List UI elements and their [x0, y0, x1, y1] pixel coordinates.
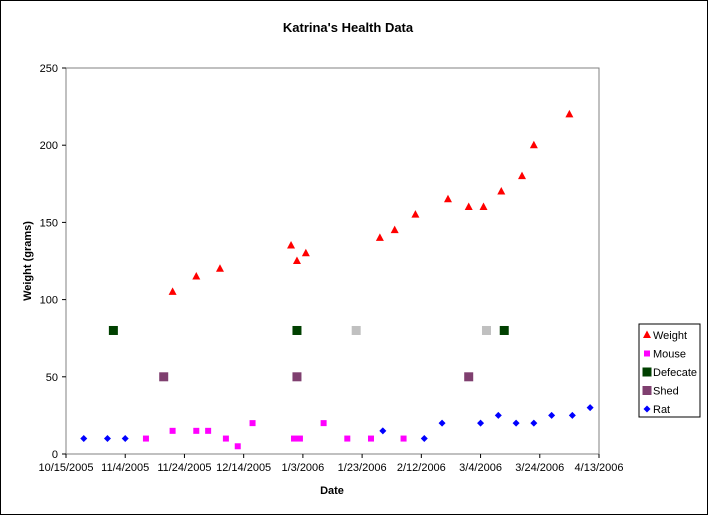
x-tick-label: 1/23/2006: [338, 462, 387, 474]
x-tick-label: 10/15/2005: [38, 462, 93, 474]
mouse-point: [249, 420, 256, 427]
weight-point: [287, 241, 296, 249]
weight-point: [292, 256, 301, 264]
y-tick-label: 250: [40, 63, 58, 75]
y-axis-title: Weight (grams): [22, 221, 34, 301]
weight-point: [479, 202, 488, 210]
data-marks: [80, 109, 594, 450]
defecate-point: [499, 325, 509, 335]
mouse-point: [169, 427, 176, 434]
rat-point: [494, 411, 502, 419]
y-tick-label: 50: [46, 372, 58, 384]
legend-label-weight: Weight: [653, 330, 687, 342]
defecate-point: [108, 325, 118, 335]
weight-point: [529, 140, 538, 149]
x-tick-label: 3/4/2006: [459, 462, 502, 474]
mouse-point: [400, 435, 407, 442]
weight-point: [390, 225, 399, 234]
plot-area: [65, 67, 600, 455]
y-tick-label: 150: [40, 217, 58, 229]
rat-point: [420, 435, 428, 443]
unlabeled-point: [481, 325, 491, 335]
x-tick-label: 3/24/2006: [515, 462, 564, 474]
legend-marker-rat: [643, 405, 651, 413]
legend-label-rat: Rat: [653, 404, 670, 416]
legend-label-defecate: Defecate: [653, 367, 697, 379]
x-tick-label: 4/13/2006: [575, 462, 624, 474]
rat-point: [586, 404, 594, 412]
rat-point: [512, 419, 520, 427]
weight-point: [411, 210, 420, 218]
rat-point: [80, 435, 88, 443]
weight-point: [168, 287, 177, 295]
rat-point: [568, 411, 576, 419]
mouse-point: [367, 435, 374, 442]
y-tick-label: 200: [40, 140, 58, 152]
y-tick-label: 100: [40, 295, 58, 307]
x-tick-label: 11/4/2005: [101, 462, 149, 474]
mouse-point: [234, 443, 241, 450]
mouse-point: [320, 420, 327, 427]
rat-point: [121, 435, 129, 443]
weight-point: [215, 264, 224, 272]
weight-point: [565, 109, 574, 118]
x-tick-label: 2/12/2006: [397, 462, 446, 474]
mouse-point: [344, 435, 351, 442]
rat-point: [548, 411, 556, 419]
shed-point: [159, 372, 169, 382]
legend-marker-weight: [643, 330, 651, 338]
tick-group: 10/15/2005 11/4/2005 11/24/2005 12/14/2005 1…: [38, 63, 623, 474]
weight-point: [443, 194, 452, 203]
defecate-point: [292, 325, 302, 335]
x-tick-label: 1/3/2006: [281, 462, 324, 474]
unlabeled-point: [351, 325, 361, 335]
y-tick-label: 0: [52, 449, 58, 461]
x-tick-label: 11/24/2005: [157, 462, 211, 474]
legend: Weight Mouse Defecate Shed Rat: [638, 323, 701, 418]
mouse-point: [193, 427, 200, 434]
legend-marker-mouse: [644, 350, 650, 357]
rat-point: [438, 419, 446, 427]
weight-point: [464, 202, 473, 210]
legend-marker-shed: [642, 386, 652, 395]
legend-label-mouse: Mouse: [653, 349, 686, 361]
chart-title: Katrina's Health Data: [283, 20, 414, 35]
x-axis-title: Date: [320, 485, 344, 497]
rat-point: [379, 427, 387, 435]
mouse-point: [142, 435, 149, 442]
weight-point: [375, 233, 384, 241]
legend-marker-defecate: [642, 367, 652, 377]
x-tick-label: 12/14/2005: [216, 462, 271, 474]
legend-label-shed: Shed: [653, 386, 679, 398]
shed-point: [464, 372, 474, 382]
rat-point: [103, 435, 111, 443]
shed-point: [292, 372, 302, 382]
weight-point: [518, 171, 527, 180]
mouse-point: [291, 435, 298, 442]
weight-point: [497, 187, 506, 195]
weight-point: [192, 271, 201, 280]
mouse-point: [205, 427, 212, 434]
mouse-point: [222, 435, 229, 442]
mouse-point: [296, 435, 303, 442]
rat-point: [530, 419, 538, 427]
weight-point: [301, 248, 310, 257]
rat-point: [477, 419, 485, 427]
